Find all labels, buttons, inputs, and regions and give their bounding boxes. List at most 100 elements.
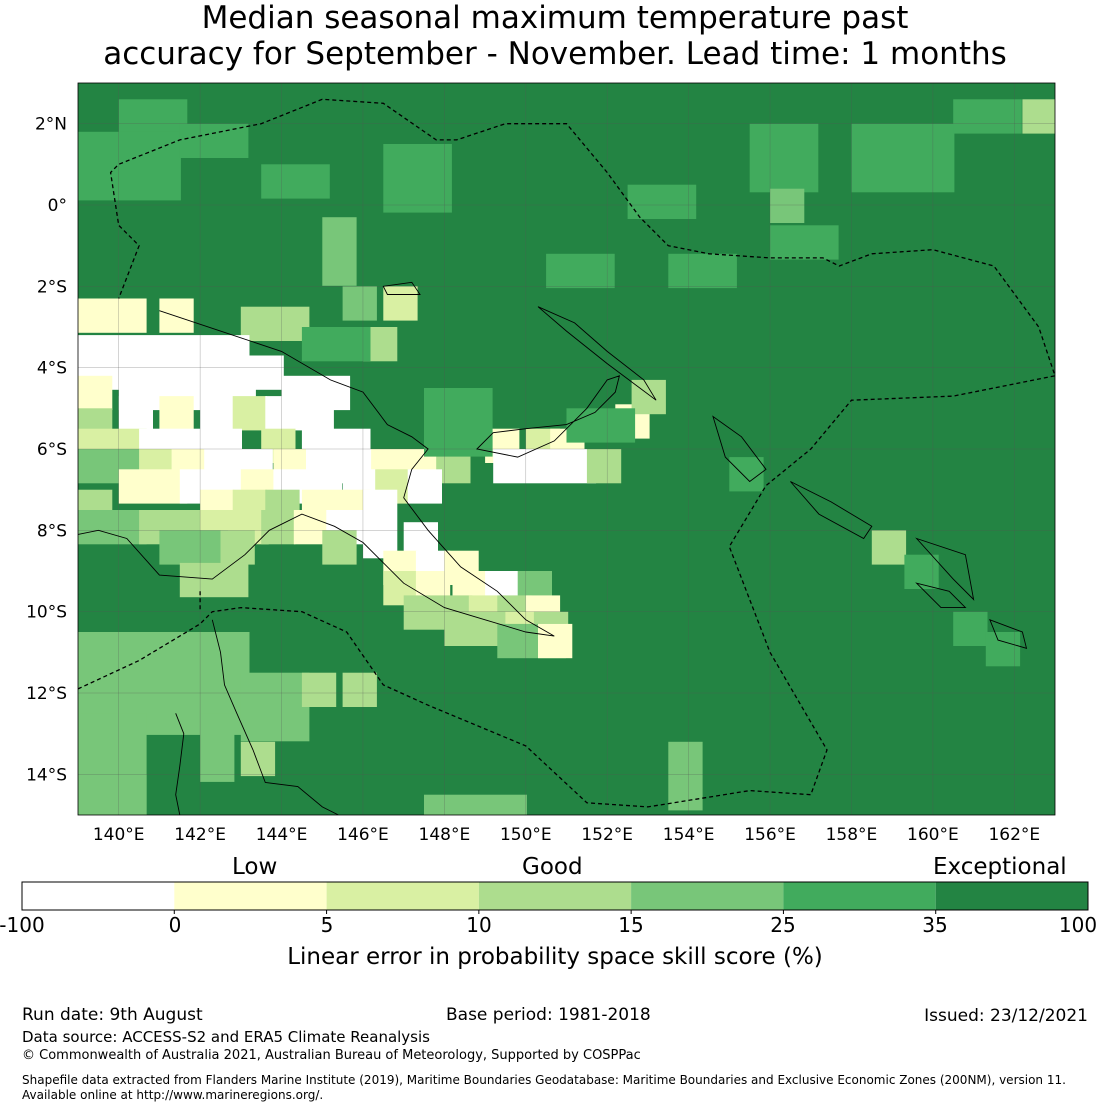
grid-cell: [668, 741, 703, 811]
grid-cell: [953, 611, 988, 646]
coast-santa-isabel: [790, 481, 873, 540]
grid-cell: [342, 672, 377, 707]
longitude-tick-label: 160°E: [907, 825, 959, 845]
issued-date: Issued: 23/12/2021: [924, 1006, 1088, 1026]
longitude-tick-label: 144°E: [256, 825, 308, 845]
colorbar-segment: [478, 882, 632, 910]
colorbar-tick-label: 35: [922, 913, 948, 937]
longitude-tick-label: 148°E: [419, 825, 471, 845]
colorbar-tick-label: 100: [1058, 913, 1098, 937]
grid-cell: [770, 188, 805, 223]
grid-cell: [78, 298, 147, 333]
longitude-tick-label: 162°E: [988, 825, 1040, 845]
grid-cell: [985, 632, 1021, 667]
longitude-tick-label: 142°E: [174, 825, 226, 845]
colorbar-tick-label: 25: [770, 913, 796, 937]
eez-png-boundary: [78, 98, 1055, 808]
coast-gulf-carpentaria: [175, 713, 185, 815]
latitude-tick-label: 8°S: [37, 521, 67, 541]
grid-cell: [240, 672, 310, 742]
title-line-1: Median seasonal maximum temperature past: [201, 0, 909, 36]
grid-cell: [493, 449, 597, 484]
grid-cell: [159, 530, 228, 565]
data-source: Data source: ACCESS-S2 and ERA5 Climate …: [22, 1028, 430, 1046]
grid-cell: [424, 388, 493, 457]
map-figure: 140°E 142°E 144°E 146°E 148°E 150°E 152°E 154°E…: [21, 82, 1089, 914]
colorbar-tick-label: 5: [320, 913, 334, 937]
colorbar: [21, 881, 1089, 914]
latitude-tick-label: 6°S: [37, 440, 67, 460]
grid-cell: [770, 225, 839, 260]
title-line-2: accuracy for September - November. Lead …: [103, 36, 1007, 72]
colorbar-tick-label: 0: [168, 913, 182, 937]
grid-cell: [200, 713, 235, 782]
grid-cell: [261, 164, 330, 199]
colorbar-segment: [631, 882, 784, 910]
copyright: © Commonwealth of Australia 2021, Austra…: [22, 1048, 641, 1063]
eez-boundaries: [78, 98, 1055, 808]
grid-cell: [179, 562, 249, 598]
latitude-tick-label: 4°S: [37, 359, 67, 379]
colorbar-segment: [326, 882, 479, 910]
coast-manus: [382, 281, 421, 295]
grid-cell: [871, 530, 907, 565]
grid-cell: [627, 184, 697, 219]
grid-cell: [240, 306, 310, 341]
grid-cell: [232, 396, 267, 431]
grid-cell: [118, 469, 188, 504]
category-exceptional: Exceptional: [933, 854, 1067, 880]
latitude-labels: 2°N 0° 2°S 4°S 6°S 8°S 10°S 12°S 14°S: [26, 115, 67, 786]
skill-score-grid: [78, 99, 1055, 815]
map-gridlines: [78, 83, 1055, 815]
grid-cell: [407, 469, 442, 504]
grid-cell: [78, 510, 147, 545]
longitude-tick-label: 140°E: [93, 825, 145, 845]
coast-malaita: [915, 537, 975, 601]
grid-cell: [200, 396, 235, 431]
colorbar-segment: [783, 882, 936, 910]
grid-cell: [159, 396, 194, 431]
grid-cell: [301, 672, 337, 707]
longitude-tick-label: 146°E: [337, 825, 389, 845]
latitude-tick-label: 10°S: [26, 603, 67, 623]
colorbar-segment: [935, 882, 1088, 910]
longitude-labels: 140°E 142°E 144°E 146°E 148°E 150°E 152°E 154°E…: [93, 825, 1040, 845]
category-good: Good: [522, 854, 583, 880]
base-period: Base period: 1981-2018: [446, 1005, 651, 1025]
coast-guadalcanal: [915, 582, 967, 609]
grid-cell: [220, 530, 255, 565]
grid-cell: [322, 217, 357, 286]
grid-cell: [261, 510, 296, 545]
colorbar-tick-label: 15: [618, 913, 644, 937]
grid-cell: [953, 99, 1022, 134]
grid-cell: [301, 327, 371, 362]
coast-cape-york: [211, 619, 339, 815]
coast-new-guinea: [78, 310, 555, 637]
category-low: Low: [232, 854, 278, 880]
grid-cell: [118, 396, 153, 431]
grid-cell: [118, 99, 188, 134]
latitude-tick-label: 12°S: [26, 684, 67, 704]
grid-cell: [179, 123, 249, 158]
longitude-tick-label: 150°E: [500, 825, 552, 845]
latitude-tick-label: 0°: [48, 196, 67, 216]
latitude-tick-label: 2°N: [35, 115, 67, 135]
grid-cell: [240, 741, 276, 777]
colorbar-label: Linear error in probability space skill …: [287, 944, 823, 970]
map-frame: [77, 82, 1056, 816]
latitude-tick-label: 2°S: [37, 277, 67, 297]
grid-cell: [631, 379, 666, 415]
grid-cell: [78, 375, 113, 411]
grid-cell: [383, 144, 452, 213]
colorbar-tick-label: 10: [466, 913, 492, 937]
coastlines: [78, 281, 1028, 815]
longitude-tick-label: 152°E: [581, 825, 633, 845]
grid-cell: [586, 449, 622, 484]
grid-cell: [851, 123, 955, 193]
grid-cell: [904, 554, 939, 589]
longitude-tick-label: 156°E: [744, 825, 796, 845]
run-date: Run date: 9th August: [22, 1005, 203, 1025]
grid-cell: [546, 253, 615, 289]
grid-cell: [424, 794, 527, 815]
grid-cell: [538, 623, 573, 659]
